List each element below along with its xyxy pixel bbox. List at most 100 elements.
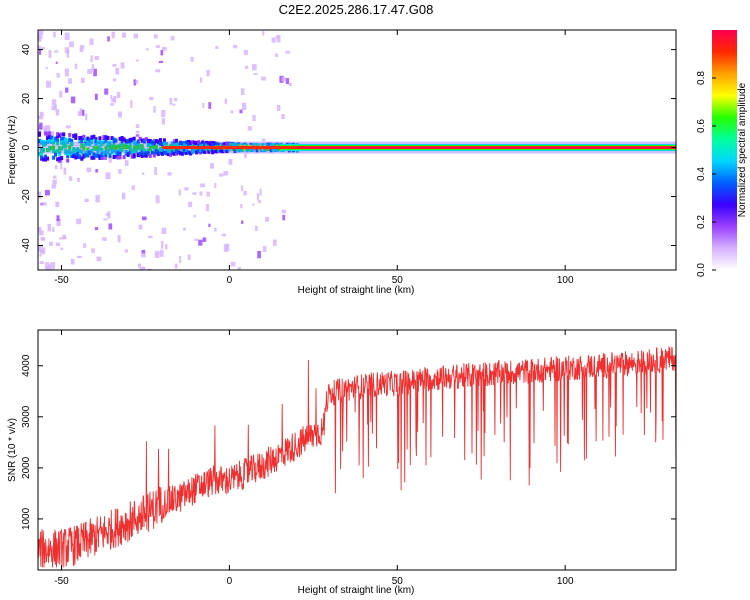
snr-ytick-label: 2000 [21,456,32,479]
spectrogram-cell [193,214,196,218]
spectrogram-cell [38,32,43,40]
spectrogram-cell [111,31,115,39]
spectrogram-cell [52,155,56,160]
spectrogram-cell [160,141,164,146]
spectrogram-cell [60,132,64,137]
spectrogram-cell [155,195,160,204]
spectrogram-cell [192,192,197,195]
spectrogram-cell [104,88,109,95]
spectrogram-cell [93,68,97,77]
spectrogram-cell [64,137,68,142]
spectrogram-cell [281,209,287,214]
spectrogram-cell [154,166,157,175]
spectrogram-cell [38,49,42,55]
spectrogram-cell [94,93,98,101]
spectrogram-cell [64,148,68,153]
spectrogram-cell [38,244,43,252]
spectrogram-cell [162,46,167,51]
spectrogram-cell [235,142,239,147]
spectrogram-cell [63,167,67,175]
spectrogram-cell [239,147,243,152]
spectrogram-cell [251,147,255,152]
spectrogram-cell [59,90,63,98]
spectrogram-cell [95,168,99,173]
spectrogram-cell [130,154,134,159]
spectrogram-cell [215,142,219,147]
spectrogram-cell [54,164,58,170]
spectrogram-cell [160,147,164,152]
spectrogram-cell [167,172,172,176]
spectrogram-cell [206,191,210,197]
spectrogram-cell [161,227,167,234]
spectrogram-cell [257,143,261,148]
spectrogram-cell [166,149,170,154]
spectrogram-cell [135,79,139,84]
spectrogram-cell [38,226,42,232]
spectrogram-cell [261,143,265,148]
spectrogram-cell [144,137,148,142]
spectrogram-cell [52,149,56,154]
spectrogram-cell [90,139,94,144]
spectrogram-cell [124,249,128,253]
spectrogram-cell [94,142,98,147]
spectrogram-cell [252,203,255,206]
spectrogram-cell [39,261,44,265]
spectrogram-cell [107,36,110,42]
spectrogram-cell [100,142,104,147]
spectrogram-cell [150,140,154,145]
spectrogram-cell [262,246,267,252]
spectrogram-cell [88,137,92,142]
spectrogram-cell [168,152,172,157]
spectrogram-cell [128,137,132,142]
spectrogram-cell [52,145,56,150]
spectrogram-cell [86,147,90,152]
spectrogram-cell [201,140,205,145]
spectrogram-cell [199,142,203,147]
spectrogram-cell [198,239,203,246]
spectrogram-cell [58,151,62,156]
spectrogram-cell [206,69,210,77]
spectrogram-cell [80,77,85,84]
spectrogram-cell [128,150,132,155]
spectrogram-cell [133,33,139,39]
spectrogram-cell [96,149,100,154]
spectrogram-cell [98,155,102,160]
spectrogram-cell [130,148,134,153]
spectrogram-cell [54,136,58,141]
spectrogram-cell [56,72,60,78]
spectrogram-cell [94,56,99,60]
spectrogram-cell [94,153,98,158]
spectrogram-cell [175,151,179,156]
spectrogram-cell [55,61,58,64]
spectrogram-cell [42,247,46,255]
spectrogram-cell [102,237,107,241]
spectrogram-cell [70,138,74,143]
spectrogram-cell [91,248,95,253]
spectrogram-cell [69,41,74,48]
colorbar-tick-label: 0.4 [696,167,707,181]
spectrogram-cell [211,150,215,155]
spectrogram-cell [170,141,174,146]
colorbar-scale [712,30,737,270]
spectrogram-cell [79,48,84,53]
spectrogram-cell [59,237,64,240]
spectrogram-cell [77,111,82,116]
spectrogram-cell [100,152,104,157]
spectrogram-cell [175,149,179,154]
spectrogram-cell [189,140,193,145]
spectrogram-cell [74,148,78,153]
spectrogram-cell [112,140,116,145]
spectrogram-cell [102,135,106,140]
spectrogram-cell [141,249,146,254]
spectrogram-cell [64,151,68,156]
spectrogram-cell [160,50,164,56]
spectrogram-cell [189,151,193,156]
spectrogram-cell [40,236,45,241]
spectrogram-cell [42,157,46,162]
spectrogram-cell [38,138,41,143]
spectrogram-cell [185,140,189,145]
spectrogram-cell [199,147,203,152]
spectrogram-ytick-label: 40 [21,44,32,56]
spectrogram-cell [144,151,148,156]
